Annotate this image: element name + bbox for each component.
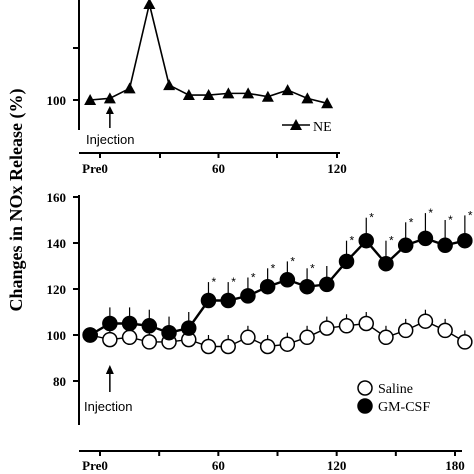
data-point-ne xyxy=(123,82,136,94)
data-point-gmcsf xyxy=(259,278,276,295)
data-point-ne xyxy=(103,92,116,104)
data-point-gmcsf xyxy=(358,232,374,249)
injection-arrow-head xyxy=(105,106,114,114)
data-point-ne xyxy=(301,92,314,104)
data-point-saline xyxy=(299,329,315,346)
data-point-gmcsf xyxy=(397,237,414,254)
data-point-saline xyxy=(121,329,138,346)
y-tick-label: 120 xyxy=(47,282,67,297)
data-point-saline xyxy=(397,322,414,339)
y-axis-title-group: Changes in NOx Release (%) xyxy=(6,89,27,312)
data-point-saline xyxy=(102,331,118,348)
data-point-ne xyxy=(202,89,215,101)
data-point-gmcsf xyxy=(437,237,453,254)
data-point-ne xyxy=(321,97,334,109)
panel-ne: 100 Pre0 60 120 Injection NE xyxy=(47,0,347,176)
data-point-ne xyxy=(281,84,294,96)
data-point-gmcsf xyxy=(200,292,217,309)
data-point-saline xyxy=(338,318,355,334)
data-point-gmcsf xyxy=(319,276,335,293)
significance-star: * xyxy=(251,271,256,285)
legend-label-ne: NE xyxy=(313,120,332,135)
x-tick-label: Pre0 xyxy=(82,161,108,176)
x-tick-label: Pre0 xyxy=(82,458,108,473)
data-point-gmcsf xyxy=(82,327,98,343)
data-point-gmcsf xyxy=(457,232,473,249)
data-point-gmcsf xyxy=(141,318,158,334)
data-point-gmcsf xyxy=(181,320,197,336)
y-tick-label: 80 xyxy=(53,374,66,389)
data-point-saline xyxy=(279,336,296,352)
data-point-ne xyxy=(242,87,255,99)
injection-arrow-head xyxy=(105,365,114,374)
data-point-gmcsf xyxy=(299,278,315,295)
data-point-gmcsf xyxy=(121,315,138,332)
data-point-saline xyxy=(200,338,217,355)
significance-star: * xyxy=(448,213,453,227)
significance-star: * xyxy=(290,254,295,268)
data-point-saline xyxy=(378,329,394,346)
significance-star: * xyxy=(231,275,236,289)
x-tick-label: 120 xyxy=(327,458,347,473)
data-point-ne xyxy=(143,0,156,9)
legend-marker-gmcsf xyxy=(357,398,373,414)
y-axis-title: Changes in NOx Release (%) xyxy=(6,89,27,312)
significance-star: * xyxy=(428,206,433,220)
data-point-saline xyxy=(358,315,374,332)
data-point-saline xyxy=(220,338,236,355)
data-point-gmcsf xyxy=(378,255,394,272)
series-line-ne xyxy=(90,3,328,105)
data-point-saline xyxy=(259,338,276,355)
x-tick-label: 60 xyxy=(212,161,225,176)
data-point-gmcsf xyxy=(240,288,256,304)
y-tick-label: 100 xyxy=(47,93,67,108)
data-point-saline xyxy=(240,329,256,346)
significance-star: * xyxy=(389,234,394,248)
significance-star: * xyxy=(271,261,276,275)
data-point-saline xyxy=(319,320,335,336)
data-point-ne xyxy=(261,90,274,102)
data-point-gmcsf xyxy=(220,292,236,309)
data-point-gmcsf xyxy=(417,230,434,247)
data-point-ne xyxy=(84,94,97,105)
y-tick-label: 160 xyxy=(47,190,67,205)
significance-star: * xyxy=(409,215,414,229)
data-point-gmcsf xyxy=(279,272,296,288)
significance-star: * xyxy=(350,234,355,248)
data-point-saline xyxy=(417,313,434,329)
significance-star: * xyxy=(211,275,216,289)
data-point-saline xyxy=(457,334,473,350)
injection-label: Injection xyxy=(86,132,134,147)
data-point-gmcsf xyxy=(338,253,355,270)
legend-label-gmcsf: GM-CSF xyxy=(378,400,430,415)
x-tick-label: 180 xyxy=(445,458,465,473)
data-point-ne xyxy=(222,87,235,99)
significance-star: * xyxy=(468,208,473,222)
data-point-ne xyxy=(182,89,195,101)
data-point-saline xyxy=(141,334,158,350)
x-tick-label: 120 xyxy=(327,161,347,176)
legend-label-saline: Saline xyxy=(378,382,413,397)
data-point-gmcsf xyxy=(102,315,118,332)
significance-star: * xyxy=(369,211,374,225)
data-point-ne xyxy=(163,79,176,91)
y-tick-label: 100 xyxy=(47,328,67,343)
data-point-gmcsf xyxy=(161,324,177,341)
legend-marker-ne xyxy=(290,119,302,130)
x-tick-label: 60 xyxy=(212,458,225,473)
injection-label: Injection xyxy=(84,399,132,414)
y-tick-label: 140 xyxy=(47,236,67,251)
data-point-saline xyxy=(437,322,453,339)
legend-marker-saline xyxy=(357,380,373,396)
panel-gmcsf: 80 100 120 140 160 Pre0 60 120 180 Injection Salin… xyxy=(47,190,473,473)
significance-star: * xyxy=(310,261,315,275)
